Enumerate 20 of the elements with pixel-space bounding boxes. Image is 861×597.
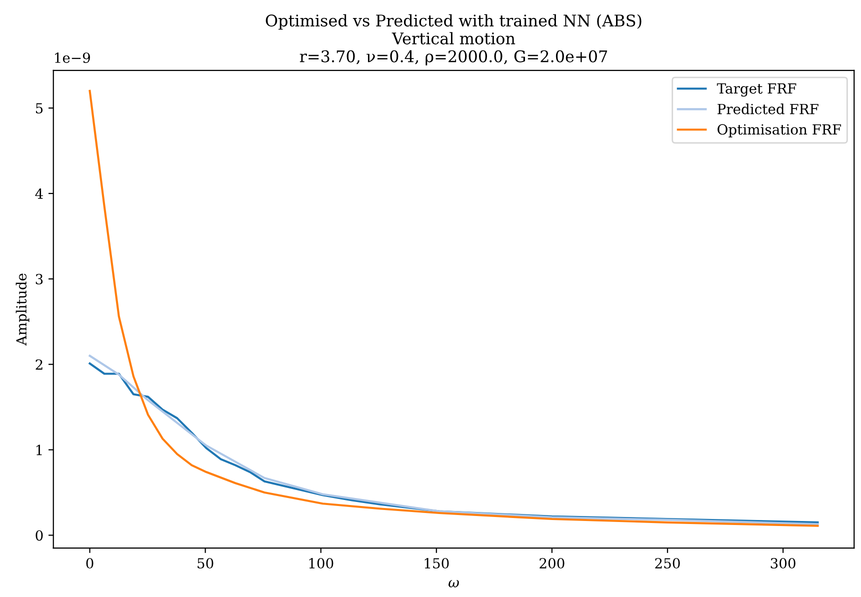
legend-label: Optimisation FRF <box>718 124 842 138</box>
x-axis-title: ω <box>448 580 459 588</box>
y-tick-label: 0 <box>36 530 43 541</box>
y-tick-label: 4 <box>35 188 43 199</box>
chart-title: Optimised vs Predicted with trained NN (ABS) Vertical motion r=3.70, ν=0.4, ρ=2000.0, G=2.0e+07 <box>266 14 642 66</box>
x-tick-label: 300 <box>770 558 796 569</box>
legend-label: Target FRF <box>716 83 796 97</box>
y-tick-label: 3 <box>36 274 43 284</box>
x-tick-label: 100 <box>309 558 334 569</box>
x-tick-label: 250 <box>655 558 680 569</box>
y-tick-label: 5 <box>36 103 43 114</box>
legend-label: Predicted FRF <box>718 104 818 114</box>
x-tick-label: 200 <box>540 558 564 569</box>
text: 1e−9 <box>55 52 90 63</box>
y-tick-label: 1 <box>36 444 42 456</box>
x-tick-label: 150 <box>424 558 449 569</box>
y-axis-title: Amplitude <box>16 274 30 346</box>
x-tick-label: 50 <box>198 558 214 569</box>
y-tick-label: 2 <box>36 359 42 370</box>
x-tick-label: 0 <box>86 558 94 569</box>
